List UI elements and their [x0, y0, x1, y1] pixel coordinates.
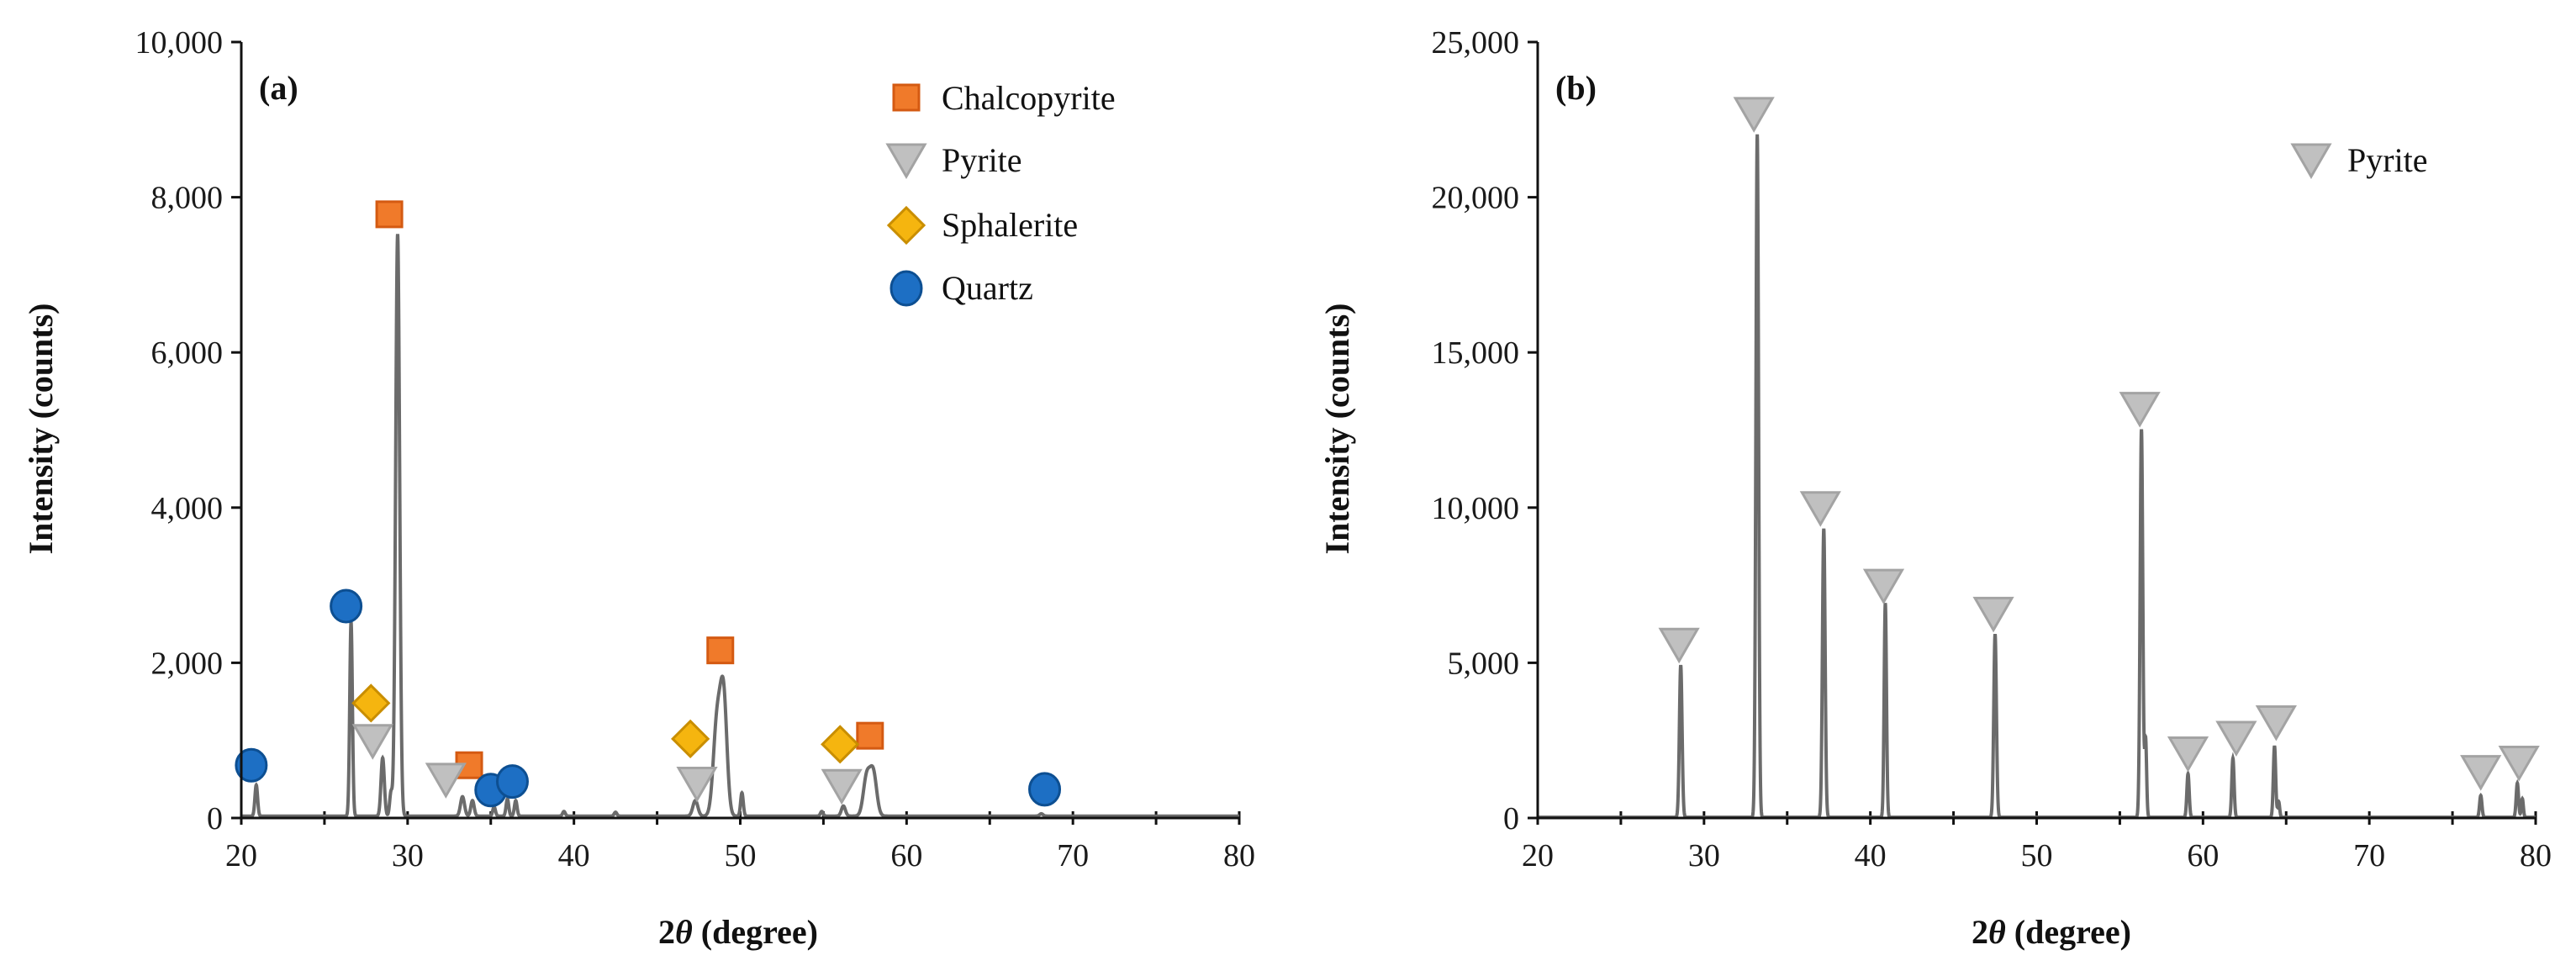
marker-chalcopyrite: [706, 636, 735, 665]
marker-pyrite: [821, 768, 863, 805]
legend-item-quartz: Quartz: [889, 269, 1033, 307]
y-axis-title-b: Intensity (counts): [1318, 303, 1356, 555]
y-tick-label: 2,000: [151, 646, 224, 681]
x-tick-label: 50: [725, 838, 757, 873]
y-axis-ticks-a: [231, 40, 241, 820]
x-tick-label: 20: [225, 838, 257, 873]
x-tick-label: 60: [2187, 838, 2219, 873]
x-tick-label: 80: [2520, 838, 2552, 873]
x-axis-title-prefix-a: 2: [658, 913, 675, 951]
chart-panel-a: 0 2,000 4,000 6,000 8,000 10,000 20 30 40 50 60 70…: [22, 25, 1255, 951]
marker-sphalerite: [821, 725, 860, 764]
x-axis-tick-labels-b: 20 30 40 50 60 70 80: [1522, 838, 2552, 873]
y-tick-label: 5,000: [1448, 646, 1520, 681]
y-tick-label: 8,000: [151, 181, 224, 216]
marker-pyrite: [1972, 596, 2014, 633]
legend-item-pyrite: Pyrite: [885, 141, 1022, 179]
x-axis-title-prefix-b: 2: [1972, 913, 1988, 951]
marker-quartz: [330, 588, 363, 624]
marker-pyrite: [1733, 97, 1775, 133]
y-tick-label: 0: [1503, 801, 1519, 836]
marker-pyrite: [2255, 705, 2297, 741]
y-tick-label: 15,000: [1432, 335, 1520, 371]
marker-pyrite: [2498, 746, 2540, 782]
marker-quartz: [495, 764, 529, 799]
y-axis-tick-labels-a: 0 2,000 4,000 6,000 8,000 10,000: [135, 25, 224, 836]
marker-quartz: [235, 747, 268, 783]
legend-marker-pyrite: [885, 143, 927, 179]
marker-sphalerite: [671, 719, 710, 758]
marker-sphalerite: [351, 683, 391, 723]
y-tick-label: 4,000: [151, 491, 224, 526]
marker-pyrite: [2215, 720, 2257, 757]
legend-item-sphalerite: Sphalerite: [886, 205, 1078, 245]
y-tick-label: 0: [207, 801, 223, 836]
x-axis-title-suffix-a: (degree): [693, 913, 818, 951]
legend-marker-pyrite-b: [2290, 143, 2332, 179]
mineral-markers-b: [1658, 97, 2540, 791]
legend-label-pyrite: Pyrite: [942, 141, 1022, 179]
x-tick-label: 50: [2021, 838, 2053, 873]
x-tick-label: 60: [890, 838, 922, 873]
marker-pyrite: [1862, 568, 1905, 605]
legend-b: Pyrite: [2290, 141, 2428, 179]
y-tick-label: 25,000: [1432, 25, 1520, 61]
marker-pyrite: [2167, 736, 2209, 773]
legend-label-pyrite-b: Pyrite: [2347, 141, 2428, 179]
x-axis-title-theta-a: θ: [675, 913, 693, 951]
legend-item-chalcopyrite: Chalcopyrite: [892, 79, 1116, 117]
x-axis-title-suffix-b: (degree): [2006, 913, 2131, 951]
y-tick-label: 10,000: [135, 25, 224, 61]
marker-pyrite: [2119, 392, 2161, 428]
marker-quartz: [1028, 772, 1062, 807]
y-tick-label: 6,000: [151, 335, 224, 371]
y-axis-title-a: Intensity (counts): [22, 303, 60, 555]
legend-marker-chalcopyrite: [892, 83, 921, 112]
x-axis-tick-labels-a: 20 30 40 50 60 70 80: [225, 838, 1255, 873]
marker-chalcopyrite: [856, 721, 884, 750]
xrd-trace-b: [1538, 134, 2536, 820]
x-tick-label: 40: [1855, 838, 1887, 873]
legend-marker-sphalerite: [886, 205, 926, 245]
y-tick-label: 10,000: [1432, 491, 1520, 526]
panel-label-b: (b): [1555, 69, 1597, 107]
legend-label-chalcopyrite: Chalcopyrite: [942, 79, 1116, 117]
legend-item-pyrite-b: Pyrite: [2290, 141, 2428, 179]
legend-label-quartz: Quartz: [942, 269, 1033, 307]
y-axis-tick-labels-b: 0 5,000 10,000 15,000 20,000 25,000: [1432, 25, 1520, 836]
x-tick-label: 30: [1688, 838, 1720, 873]
x-tick-label: 70: [2353, 838, 2385, 873]
x-axis-title-theta-b: θ: [1988, 913, 2006, 951]
x-tick-label: 80: [1223, 838, 1255, 873]
chart-panel-b: 0 5,000 10,000 15,000 20,000 25,000 20 30 40 50 6…: [1318, 25, 2552, 951]
x-tick-label: 40: [558, 838, 590, 873]
legend-a: Chalcopyrite Pyrite Sphalerite Quartz: [885, 79, 1116, 307]
x-tick-label: 20: [1522, 838, 1554, 873]
x-tick-label: 70: [1057, 838, 1089, 873]
marker-pyrite: [1658, 627, 1700, 664]
marker-pyrite: [425, 763, 467, 799]
y-axis-ticks-b: [1528, 40, 1538, 820]
legend-label-sphalerite: Sphalerite: [942, 206, 1078, 244]
marker-pyrite: [676, 766, 718, 803]
x-axis-title-b: 2θ (degree): [1972, 913, 2131, 951]
marker-pyrite: [351, 724, 393, 760]
marker-chalcopyrite: [375, 200, 404, 229]
marker-pyrite: [1799, 491, 1841, 527]
x-axis-title-a: 2θ (degree): [658, 913, 818, 951]
legend-marker-quartz: [889, 270, 923, 307]
marker-pyrite: [2460, 755, 2502, 791]
xrd-trace-a: [241, 234, 1239, 818]
mineral-markers-a: [235, 200, 1062, 808]
y-tick-label: 20,000: [1432, 181, 1520, 216]
x-tick-label: 30: [392, 838, 424, 873]
panel-label-a: (a): [259, 69, 298, 107]
